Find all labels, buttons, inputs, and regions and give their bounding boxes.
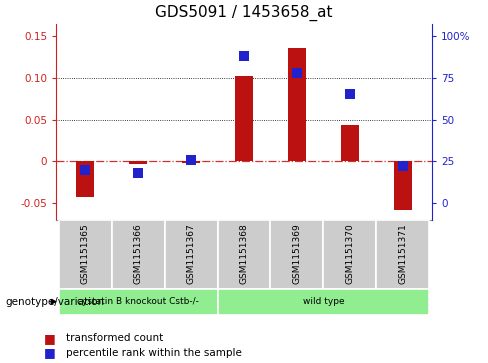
Bar — [112, 220, 164, 289]
Point — [240, 53, 248, 59]
Point — [293, 70, 301, 76]
Bar — [59, 289, 218, 315]
Bar — [270, 220, 324, 289]
Point — [346, 91, 354, 97]
Text: ■: ■ — [44, 346, 56, 359]
Text: GSM1151366: GSM1151366 — [134, 224, 142, 285]
Text: GSM1151371: GSM1151371 — [398, 224, 407, 285]
Bar — [218, 220, 270, 289]
Bar — [164, 220, 218, 289]
Text: GSM1151369: GSM1151369 — [292, 224, 302, 285]
Text: GSM1151365: GSM1151365 — [81, 224, 90, 285]
Text: percentile rank within the sample: percentile rank within the sample — [66, 348, 242, 358]
Text: GSM1151370: GSM1151370 — [346, 224, 354, 285]
Bar — [235, 76, 253, 161]
Bar — [76, 161, 95, 197]
Point — [134, 170, 142, 176]
Point — [81, 167, 89, 172]
Bar — [287, 48, 306, 161]
Text: GSM1151367: GSM1151367 — [186, 224, 196, 285]
Title: GDS5091 / 1453658_at: GDS5091 / 1453658_at — [155, 5, 333, 21]
Bar — [182, 161, 201, 163]
Bar — [324, 220, 376, 289]
Point — [187, 157, 195, 163]
Text: cystatin B knockout Cstb-/-: cystatin B knockout Cstb-/- — [77, 297, 199, 306]
Text: ■: ■ — [44, 332, 56, 345]
Bar — [341, 125, 359, 161]
Bar — [218, 289, 429, 315]
Bar — [376, 220, 429, 289]
Bar — [393, 161, 412, 209]
Bar — [129, 161, 147, 164]
Text: transformed count: transformed count — [66, 333, 163, 343]
Point — [399, 163, 407, 169]
Text: GSM1151368: GSM1151368 — [240, 224, 248, 285]
Text: wild type: wild type — [303, 297, 344, 306]
Bar — [59, 220, 112, 289]
Text: genotype/variation: genotype/variation — [5, 297, 104, 307]
